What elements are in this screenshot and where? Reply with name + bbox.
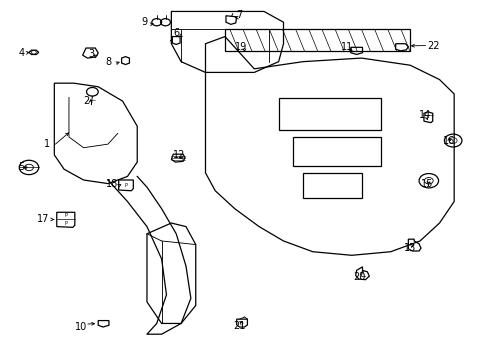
Text: 14: 14 [418, 111, 430, 121]
Text: P: P [124, 183, 127, 188]
Text: 15: 15 [420, 179, 433, 189]
Text: P: P [64, 213, 67, 219]
Text: 11: 11 [340, 42, 352, 52]
Text: 20: 20 [353, 272, 365, 282]
Text: 9: 9 [141, 17, 147, 27]
Text: 18: 18 [105, 179, 118, 189]
Text: 2: 2 [83, 96, 89, 106]
Text: 12: 12 [172, 150, 184, 160]
Text: 13: 13 [404, 243, 416, 253]
Text: 7: 7 [236, 10, 242, 20]
Text: 3: 3 [88, 49, 94, 59]
Text: 21: 21 [233, 321, 245, 331]
Text: 6: 6 [173, 28, 179, 38]
Text: 10: 10 [75, 322, 87, 332]
Text: P: P [64, 221, 67, 226]
Text: 4: 4 [19, 48, 25, 58]
Text: 1: 1 [44, 139, 50, 149]
Text: 5: 5 [19, 162, 25, 172]
Text: 8: 8 [105, 57, 111, 67]
Text: 22: 22 [427, 41, 439, 50]
Text: 17: 17 [38, 215, 50, 224]
Text: 19: 19 [234, 42, 246, 52]
Text: 16: 16 [442, 136, 454, 145]
